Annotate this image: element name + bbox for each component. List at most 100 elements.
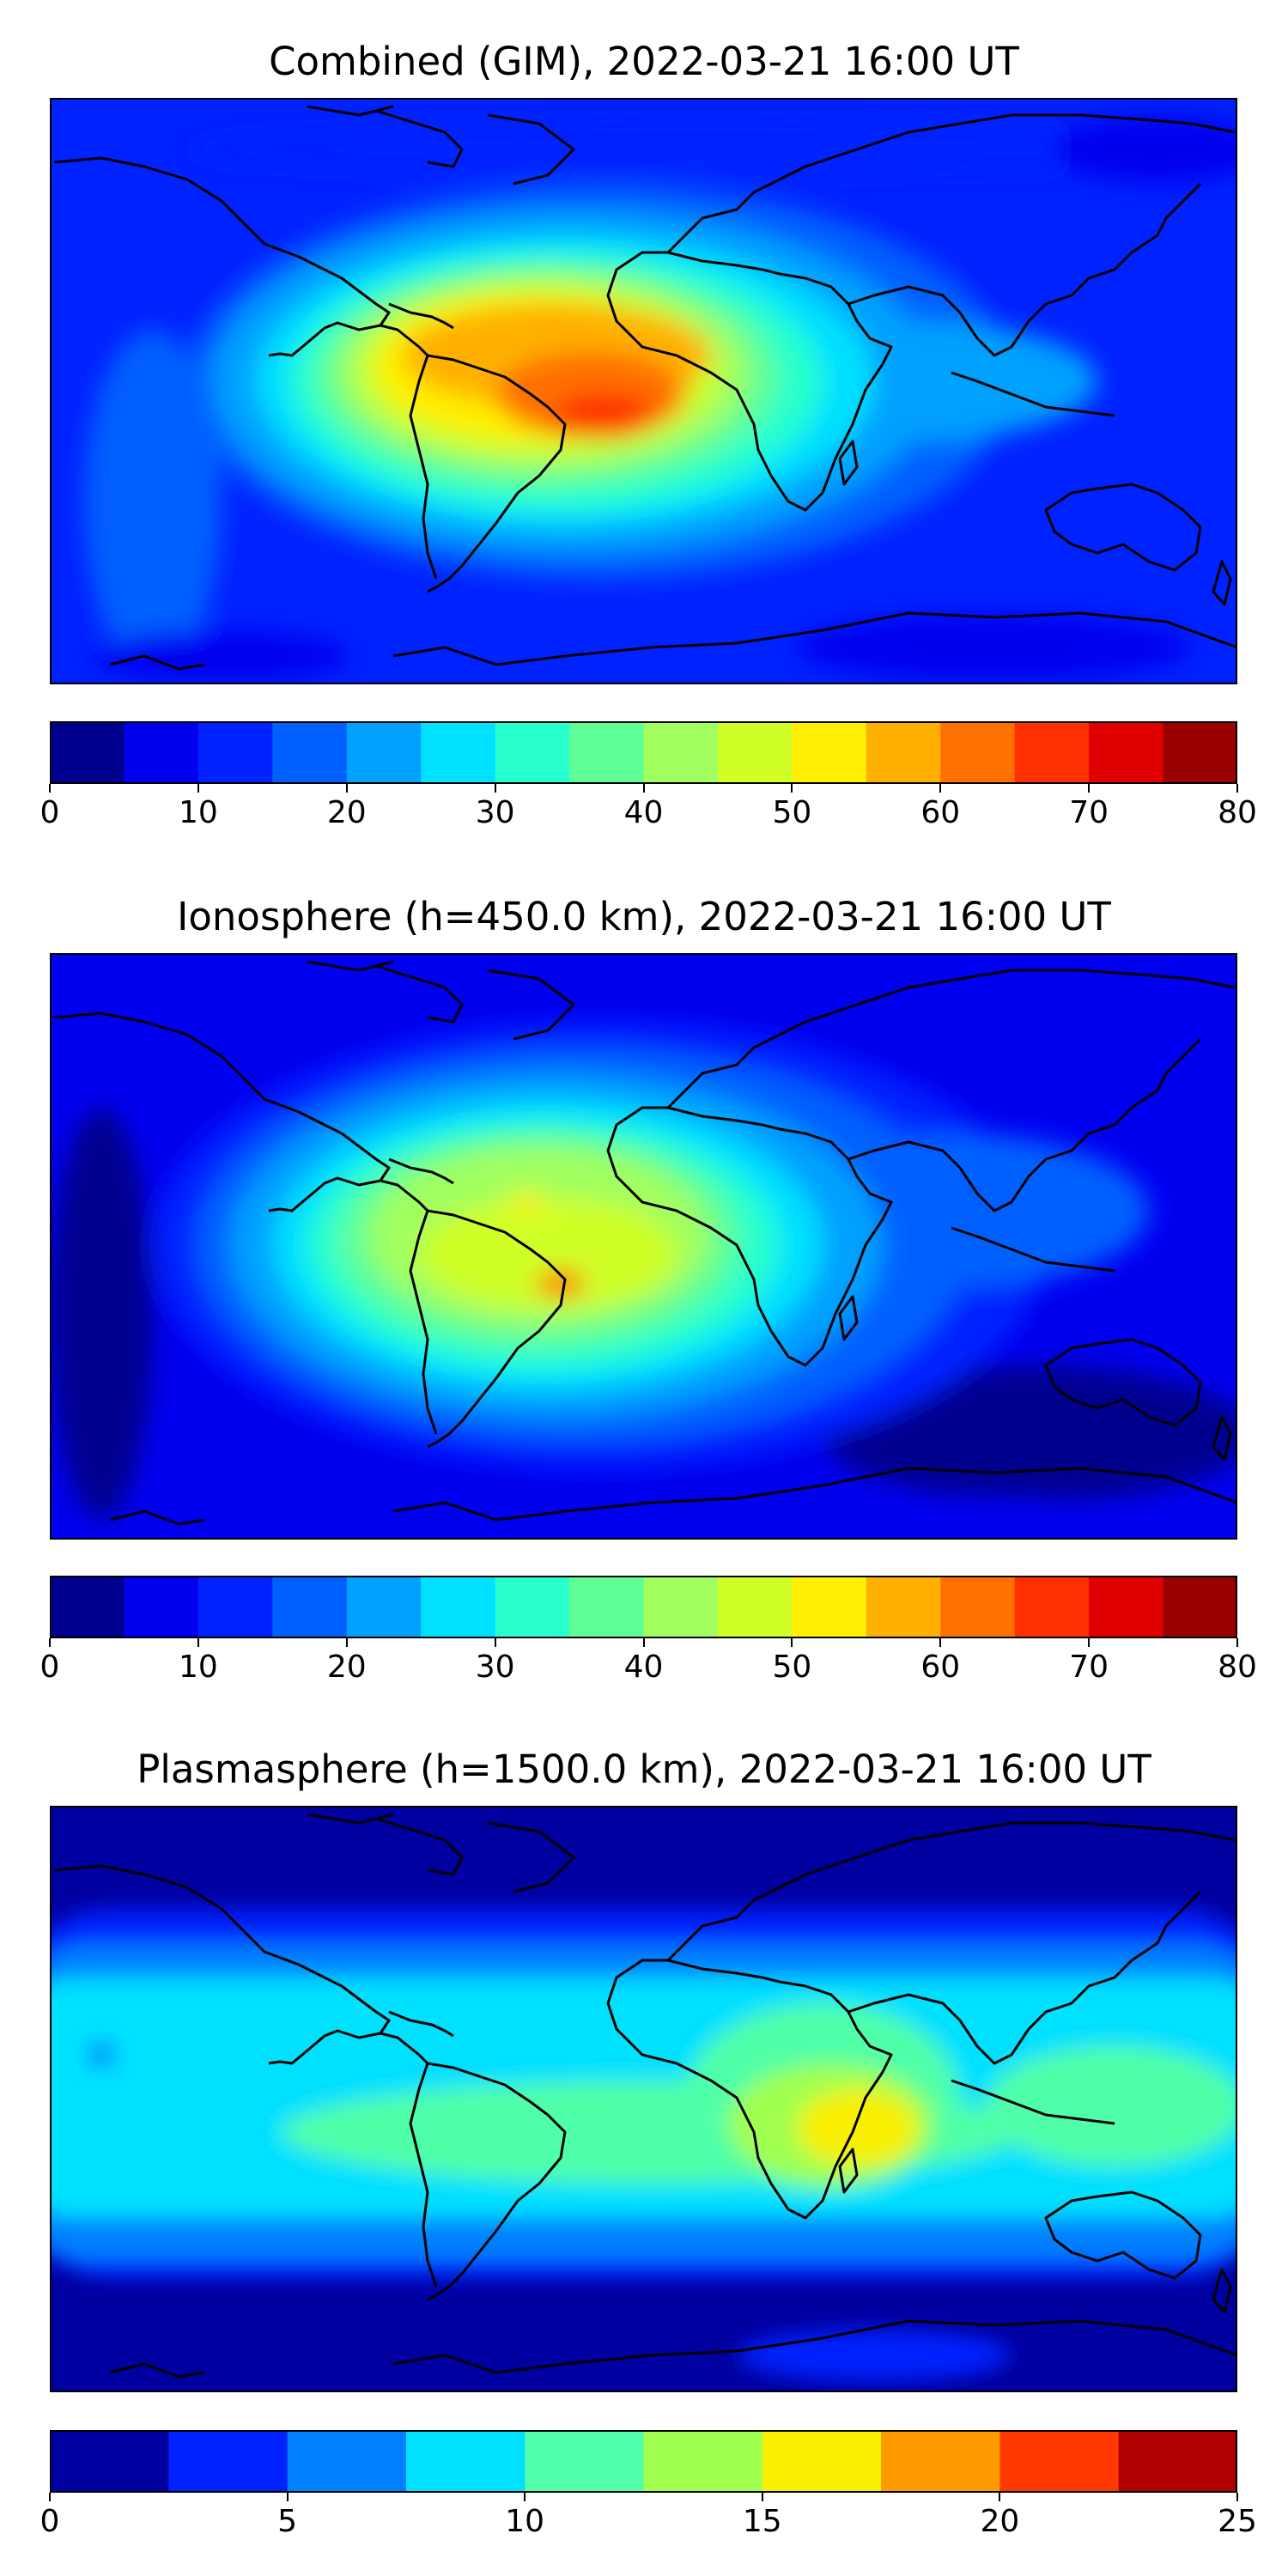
colorbar-segment <box>346 721 422 784</box>
colorbar-segment <box>643 721 719 784</box>
colorbar-segment <box>405 2430 526 2493</box>
colorbar-tick-mark <box>1236 1638 1238 1647</box>
colorbar-segment <box>569 721 645 784</box>
colorbar-segment <box>762 2430 882 2493</box>
colorbar-segment <box>287 2430 407 2493</box>
colorbar-tick-mark <box>49 1638 51 1647</box>
colorbar-segment <box>999 2430 1120 2493</box>
coastlines <box>53 960 1237 1526</box>
colorbar-segment <box>1089 1576 1164 1638</box>
colorbar-tick-label: 20 <box>980 2504 1020 2539</box>
colorbar-segment <box>197 1576 273 1638</box>
colorbar-segment <box>168 2430 289 2493</box>
colorbar-tick-label: 50 <box>772 795 812 830</box>
colorbar-segment <box>1163 721 1237 784</box>
colorbar-frame <box>50 1576 1237 1638</box>
colorbar-segment <box>569 1576 645 1638</box>
colorbar-tick-label: 0 <box>39 795 60 830</box>
colorbar-tick-mark <box>939 784 942 793</box>
colorbar-segment <box>124 1576 199 1638</box>
colorbar-segment <box>50 721 125 784</box>
coastlines <box>53 105 1237 671</box>
colorbar-tick-label: 10 <box>178 795 218 830</box>
colorbar-segment <box>124 721 199 784</box>
colorbar-tick-mark <box>286 2493 289 2501</box>
colorbar-segment <box>1163 1576 1237 1638</box>
colorbar-segment <box>197 721 273 784</box>
panel-title-combined: Combined (GIM), 2022-03-21 16:00 UT <box>269 39 1019 84</box>
colorbar-segment <box>643 2430 763 2493</box>
colorbar-segment <box>792 1576 867 1638</box>
colorbar-segment <box>792 721 867 784</box>
colorbar-segment <box>1089 721 1164 784</box>
colorbar-tick-mark <box>761 2493 763 2501</box>
colorbar-tick-mark <box>791 784 793 793</box>
colorbar-tick-label: 80 <box>1218 795 1257 830</box>
colorbar-segment <box>940 721 1016 784</box>
colorbar-tick-label: 60 <box>920 1649 961 1685</box>
colorbar-tick-label: 0 <box>39 2504 60 2539</box>
colorbar-tick-mark <box>642 784 645 793</box>
colorbar-segment <box>1118 2430 1237 2493</box>
colorbar-segment <box>495 1576 570 1638</box>
colorbar-tick-label: 30 <box>475 795 515 830</box>
colorbar-tick-mark <box>999 2493 1001 2501</box>
coastlines <box>53 1813 1237 2379</box>
colorbar-segment <box>421 721 496 784</box>
colorbar-tick-label: 10 <box>178 1649 218 1685</box>
colorbar-tick-label: 15 <box>742 2504 782 2539</box>
colorbar-ionosphere <box>50 1576 1237 1638</box>
colorbar-tick-mark <box>791 1638 793 1647</box>
colorbar-segment <box>1014 1576 1090 1638</box>
colorbar-ticks-ionosphere: 0 10 20 30 40 50 60 70 80 <box>0 1638 1288 1692</box>
colorbar-tick-label: 10 <box>505 2504 545 2539</box>
colorbar-ticks-combined: 0 10 20 30 40 50 60 70 80 <box>0 784 1288 837</box>
colorbar-segment <box>1014 721 1090 784</box>
colorbar-tick-label: 40 <box>623 795 664 830</box>
colorbar-tick-label: 50 <box>772 1649 812 1685</box>
colorbar-tick-label: 0 <box>39 1649 60 1685</box>
colorbar-tick-mark <box>494 784 496 793</box>
colorbar-segment <box>272 1576 348 1638</box>
colorbar-tick-mark <box>345 784 348 793</box>
colorbar-segment <box>717 1576 793 1638</box>
colorbar-tick-mark <box>524 2493 526 2501</box>
colorbar-segment <box>495 721 570 784</box>
colorbar-tick-mark <box>345 1638 348 1647</box>
colorbar-tick-label: 70 <box>1069 795 1109 830</box>
map-combined <box>50 98 1237 684</box>
colorbar-tick-label: 80 <box>1218 1649 1257 1685</box>
colorbar-tick-mark <box>1088 784 1091 793</box>
colorbar-tick-mark <box>197 1638 199 1647</box>
colorbar-tick-mark <box>49 2493 51 2501</box>
colorbar-tick-mark <box>197 784 199 793</box>
map-frame <box>50 98 1237 684</box>
map-frame <box>50 1806 1237 2392</box>
colorbar-segment <box>866 1576 941 1638</box>
colorbar-segment <box>50 2430 169 2493</box>
map-ionosphere <box>50 953 1237 1540</box>
colorbar-segment <box>940 1576 1016 1638</box>
colorbar-segment <box>50 1576 125 1638</box>
colorbar-tick-mark <box>49 784 51 793</box>
colorbar-tick-label: 30 <box>475 1649 515 1685</box>
colorbar-combined <box>50 721 1237 784</box>
tec-contours <box>50 1022 1237 1540</box>
colorbar-segment <box>717 721 793 784</box>
colorbar-tick-label: 25 <box>1218 2504 1257 2539</box>
colorbar-plasmasphere <box>50 2430 1237 2493</box>
colorbar-segment <box>643 1576 719 1638</box>
colorbar-frame <box>50 2430 1237 2493</box>
colorbar-tick-label: 40 <box>623 1649 664 1685</box>
colorbar-tick-mark <box>1236 2493 1238 2501</box>
panel-title-plasmasphere: Plasmasphere (h=1500.0 km), 2022-03-21 1… <box>137 1747 1151 1792</box>
colorbar-segment <box>272 721 348 784</box>
colorbar-segment <box>525 2430 645 2493</box>
colorbar-segment <box>881 2430 1000 2493</box>
map-plasmasphere <box>50 1806 1237 2392</box>
colorbar-tick-label: 20 <box>326 795 367 830</box>
colorbar-tick-mark <box>494 1638 496 1647</box>
colorbar-tick-label: 70 <box>1069 1649 1109 1685</box>
tec-contours <box>50 1909 1237 2381</box>
colorbar-frame <box>50 721 1237 784</box>
